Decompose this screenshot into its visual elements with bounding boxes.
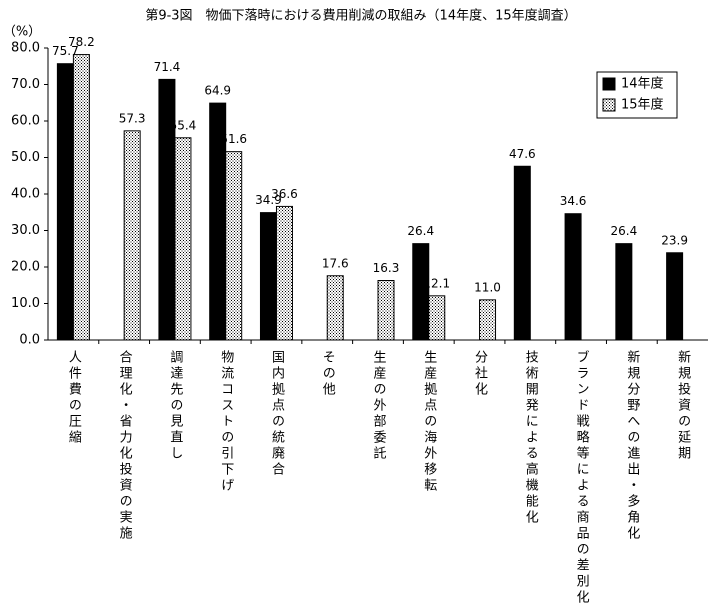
y-axis-label: （%） — [3, 25, 41, 40]
y-tick-label: 70.0 — [11, 77, 40, 92]
bar — [259, 212, 277, 341]
value-label: 51.6 — [220, 132, 247, 146]
value-label: 47.6 — [509, 147, 536, 161]
value-label: 17.6 — [322, 256, 349, 270]
bar — [377, 280, 395, 341]
value-label: 16.3 — [373, 261, 400, 275]
value-label: 71.4 — [154, 60, 181, 74]
y-tick-label: 80.0 — [11, 41, 40, 56]
x-tick-label: 調達先の見直し — [167, 350, 183, 462]
y-tick-label: 60.0 — [11, 114, 40, 129]
y-tick-label: 40.0 — [11, 187, 40, 202]
legend-swatch — [602, 98, 616, 112]
bar — [123, 130, 141, 341]
bar — [666, 252, 684, 341]
value-label: 64.9 — [204, 84, 231, 98]
chart-title: 第9-3図 物価下落時における費用削減の取組み（14年度、15年度調査） — [145, 8, 576, 24]
value-label: 75.7 — [52, 44, 79, 58]
x-tick-label: 技術開発による高機能化 — [523, 350, 539, 526]
legend-label: 15年度 — [621, 97, 664, 113]
bar — [412, 243, 430, 341]
x-tick-label: 新規投資の延期 — [675, 349, 691, 462]
bar — [275, 205, 293, 341]
bar — [564, 213, 582, 341]
legend-swatch — [602, 77, 616, 91]
x-tick-label: 生産の外部委託 — [371, 350, 387, 462]
y-tick-label: 10.0 — [11, 296, 40, 311]
x-tick-label: 合理化・省力化投資の実施 — [117, 350, 132, 542]
bar — [428, 295, 446, 341]
x-tick-label: 分社化 — [472, 350, 488, 398]
value-label: 34.6 — [560, 194, 587, 208]
y-tick-label: 50.0 — [11, 150, 40, 165]
value-label: 57.3 — [119, 111, 146, 125]
x-tick-label: 人件費の圧縮 — [66, 350, 82, 446]
value-label: 55.4 — [170, 118, 197, 132]
value-label: 12.1 — [423, 276, 450, 290]
x-tick-label: 国内拠点の統廃合 — [269, 350, 285, 478]
bar — [225, 151, 243, 341]
bar — [479, 299, 497, 341]
value-label: 26.4 — [407, 224, 434, 238]
x-tick-label: ブランド戦略等による商品の差別化 — [574, 349, 590, 606]
bar — [174, 137, 192, 341]
x-tick-label: 新規分野への進出・多角化 — [624, 349, 640, 542]
value-label: 26.4 — [610, 224, 637, 238]
bar — [513, 165, 531, 341]
x-tick-label: 物流コストの引下げ — [218, 350, 234, 494]
value-label: 36.6 — [271, 187, 298, 201]
value-label: 23.9 — [661, 233, 688, 247]
x-tick-label: 生産拠点の海外移転 — [421, 350, 437, 494]
legend-label: 14年度 — [621, 76, 664, 92]
value-label: 34.9 — [255, 193, 282, 207]
value-label: 78.2 — [68, 35, 95, 49]
y-tick-label: 20.0 — [11, 260, 40, 275]
bar — [56, 63, 74, 341]
x-tick-label: その他 — [320, 350, 336, 398]
bar — [326, 275, 344, 341]
y-tick-label: 30.0 — [11, 223, 40, 238]
bar — [615, 243, 633, 341]
y-tick-label: 0.0 — [19, 333, 40, 348]
bar — [72, 54, 90, 341]
value-label: 11.0 — [474, 280, 501, 294]
